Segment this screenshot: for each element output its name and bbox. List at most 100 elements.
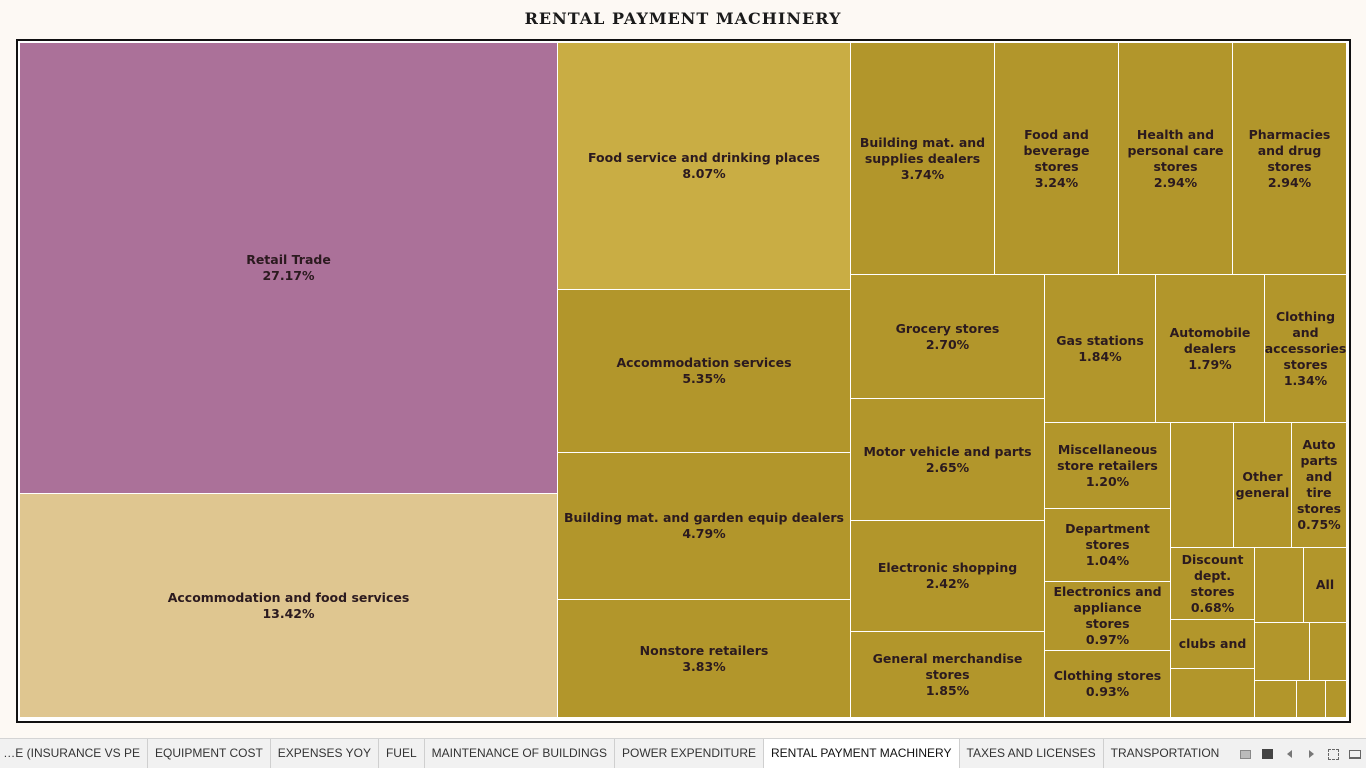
treemap-cell[interactable]: Motor vehicle and parts 2.65% <box>851 399 1045 521</box>
treemap-cell-value: 2.42% <box>925 576 970 591</box>
treemap-cell-value: 0.75% <box>1297 517 1341 532</box>
treemap-cell[interactable]: Clothing and accessories stores 1.34% <box>1265 275 1347 423</box>
treemap-cell-label: Building mat. and supplies dealers <box>859 134 986 166</box>
treemap-cell[interactable]: Food and beverage stores 3.24% <box>995 43 1119 275</box>
treemap-cell-value: 8.07% <box>682 166 726 181</box>
treemap-cell-value: 1.34% <box>1283 372 1328 388</box>
treemap-cell[interactable]: Department stores 1.04% <box>1045 509 1171 582</box>
treemap-cell[interactable] <box>1171 669 1255 718</box>
treemap-cell[interactable]: General merchandise stores 1.85% <box>851 632 1045 718</box>
treemap-cell-value: 2.94% <box>1267 174 1312 190</box>
sheet-tab[interactable]: FUEL <box>379 739 425 768</box>
treemap: Retail Trade 27.17% Accommodation and food… <box>20 43 1347 718</box>
treemap-cell[interactable]: Building mat. and garden equip dealers 4.… <box>558 453 851 600</box>
treemap-cell[interactable] <box>1255 548 1304 623</box>
treemap-cell-value: 3.24% <box>1034 174 1079 190</box>
treemap-cell[interactable]: Discount dept. stores 0.68% <box>1171 548 1255 620</box>
treemap-cell[interactable]: Gas stations 1.84% <box>1045 275 1156 423</box>
treemap-cell-label: Food and beverage stores <box>1023 126 1090 174</box>
treemap-cell[interactable]: Miscellaneous store retailers 1.20% <box>1045 423 1171 509</box>
sheet-tab[interactable]: TAXES AND LICENSES <box>960 739 1104 768</box>
view-controls <box>1238 739 1362 768</box>
treemap-cell-value: 1.20% <box>1085 473 1130 489</box>
sheet-tabs: EMPLOYEE (INSURANCE VS PE...EQUIPMENT CO… <box>0 739 1225 768</box>
sheet-tab[interactable]: EMPLOYEE (INSURANCE VS PE... <box>0 739 148 768</box>
treemap-cell-value: 1.04% <box>1085 553 1130 568</box>
treemap-cell-value: 1.79% <box>1188 356 1232 372</box>
treemap-cell[interactable]: Grocery stores 2.70% <box>851 275 1045 399</box>
treemap-cell-label: Miscellaneous store retailers <box>1057 441 1158 473</box>
treemap-cell[interactable]: Pharmacies and drug stores 2.94% <box>1233 43 1347 275</box>
treemap-cell-value: 1.85% <box>925 682 970 698</box>
next-sheet-icon[interactable] <box>1304 747 1318 761</box>
treemap-cell[interactable]: All <box>1304 548 1347 623</box>
chart-title: RENTAL PAYMENT MACHINERY <box>524 9 842 28</box>
treemap-cell-value: 0.97% <box>1085 632 1130 647</box>
treemap-cell[interactable]: Auto parts and tire stores 0.75% <box>1292 423 1347 548</box>
previous-sheet-icon[interactable] <box>1282 747 1296 761</box>
treemap-cell[interactable]: Building mat. and supplies dealers 3.74% <box>851 43 995 275</box>
treemap-cell-label: clubs and <box>1178 636 1247 651</box>
treemap-cell-label: Other general <box>1235 469 1290 500</box>
single-view-icon[interactable] <box>1260 747 1274 761</box>
treemap-cell-value: 0.93% <box>1085 684 1130 699</box>
treemap-cell-value: 3.74% <box>900 166 945 182</box>
treemap-cell-label: Nonstore retailers <box>639 642 769 658</box>
treemap-cell[interactable]: Automobile dealers 1.79% <box>1156 275 1265 423</box>
treemap-cell[interactable]: Health and personal care stores 2.94% <box>1119 43 1233 275</box>
treemap-cell[interactable]: Clothing stores 0.93% <box>1045 651 1171 718</box>
fullscreen-icon[interactable] <box>1326 747 1340 761</box>
treemap-cell[interactable]: clubs and <box>1171 620 1255 669</box>
treemap-cell-value: 5.35% <box>682 371 726 386</box>
treemap-cell[interactable] <box>1255 681 1297 718</box>
treemap-cell[interactable] <box>1310 623 1347 681</box>
treemap-cell[interactable]: Accommodation services 5.35% <box>558 290 851 453</box>
treemap-cell[interactable]: Accommodation and food services 13.42% <box>20 494 558 718</box>
sheet-tab[interactable]: RENTAL PAYMENT MACHINERY <box>764 739 960 768</box>
treemap-cell-label: Electronics and appliance stores <box>1053 584 1162 631</box>
treemap-cell-value: 13.42% <box>262 605 315 621</box>
sheet-tab[interactable]: POWER EXPENDITURE <box>615 739 765 768</box>
treemap-cell-label: Retail Trade <box>246 252 331 267</box>
treemap-cell-label: Building mat. and garden equip dealers <box>564 510 844 525</box>
treemap-cell-label: Food service and drinking places <box>588 150 820 165</box>
treemap-cell-value: 4.79% <box>682 526 726 541</box>
treemap-cell-label: Accommodation and food services <box>167 589 410 605</box>
treemap-cell[interactable]: Nonstore retailers 3.83% <box>558 600 851 718</box>
treemap-cell-value: 0.68% <box>1190 599 1235 615</box>
treemap-cell-label: Grocery stores <box>895 320 1000 336</box>
treemap-cell-label: Clothing stores <box>1053 668 1162 683</box>
treemap-cell-label: Auto parts and tire stores <box>1296 437 1342 516</box>
treemap-cell-value: 2.65% <box>925 459 970 475</box>
treemap-cell-label: Health and personal care stores <box>1127 126 1224 174</box>
treemap-cell-label: Automobile dealers <box>1169 324 1251 356</box>
treemap-cell-label: Gas stations <box>1056 332 1144 348</box>
treemap-cell[interactable] <box>1255 623 1310 681</box>
treemap-cell[interactable]: Electronics and appliance stores 0.97% <box>1045 582 1171 651</box>
sheet-tab-bar: EMPLOYEE (INSURANCE VS PE...EQUIPMENT CO… <box>0 738 1366 768</box>
treemap-cell-label: Pharmacies and drug stores <box>1248 126 1331 174</box>
treemap-cell-value: 1.84% <box>1078 348 1122 364</box>
treemap-cell[interactable]: Electronic shopping 2.42% <box>851 521 1045 632</box>
treemap-cell-value: 2.94% <box>1153 174 1198 190</box>
treemap-cell[interactable]: Food service and drinking places 8.07% <box>558 43 851 290</box>
treemap-cell[interactable] <box>1326 681 1347 718</box>
sheet-tab[interactable]: TRANSPORTATION <box>1104 739 1225 768</box>
treemap-cell[interactable] <box>1171 423 1234 548</box>
treemap-cell[interactable] <box>1297 681 1326 718</box>
sheet-tab[interactable]: EQUIPMENT COST <box>148 739 271 768</box>
treemap-cell-label: Electronic shopping <box>877 560 1018 575</box>
treemap-cell-label: Discount dept. stores <box>1181 551 1244 599</box>
grid-view-icon[interactable] <box>1238 747 1252 761</box>
treemap-cell[interactable]: Other general <box>1234 423 1292 548</box>
treemap-cell-value: 3.83% <box>682 658 726 674</box>
treemap-cell-label: General merchandise stores <box>872 650 1023 682</box>
presentation-mode-icon[interactable] <box>1348 747 1362 761</box>
treemap-cell-label: Clothing and accessories stores <box>1265 308 1347 372</box>
sheet-tab[interactable]: MAINTENANCE OF BUILDINGS <box>425 739 615 768</box>
treemap-cell[interactable]: Retail Trade 27.17% <box>20 43 558 494</box>
treemap-cell-value: 27.17% <box>262 268 315 283</box>
treemap-cell-label: Accommodation services <box>616 355 792 370</box>
treemap-cell-label: All <box>1315 577 1335 592</box>
sheet-tab[interactable]: EXPENSES YOY <box>271 739 379 768</box>
